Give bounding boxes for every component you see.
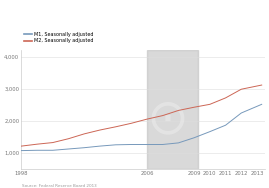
Legend: M1, Seasonally adjusted, M2, Seasonally adjusted: M1, Seasonally adjusted, M2, Seasonally … <box>24 31 94 44</box>
Bar <box>147 50 198 169</box>
Text: Source: Federal Reserve Board 2013: Source: Federal Reserve Board 2013 <box>22 184 96 188</box>
Text: ⊙: ⊙ <box>147 95 188 143</box>
